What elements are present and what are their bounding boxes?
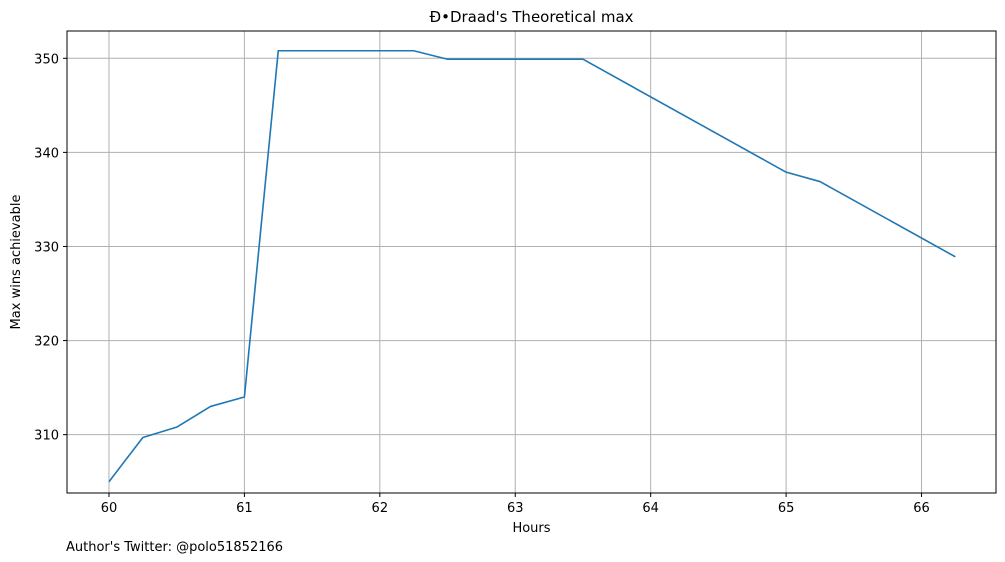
x-tick-label: 62: [372, 501, 389, 516]
x-tick-label: 65: [778, 501, 795, 516]
x-axis-label: Hours: [512, 521, 550, 536]
series-layer: [108, 49, 956, 483]
y-tick-label: 340: [34, 146, 59, 161]
y-tick-label: 350: [34, 52, 59, 67]
plot-frame: [66, 30, 997, 494]
x-axis: 60 61 62 63 64 65 66: [101, 493, 930, 516]
chart-title: Đ•Draad's Theoretical max: [429, 8, 633, 26]
x-tick-label: 66: [913, 501, 930, 516]
series-line: [108, 49, 956, 483]
x-tick-label: 64: [642, 501, 659, 516]
x-tick-label: 60: [101, 501, 118, 516]
y-axis: 310 320 330 340 350: [34, 52, 67, 444]
y-tick-label: 320: [34, 335, 59, 350]
x-tick-label: 61: [236, 501, 253, 516]
y-tick-label: 330: [34, 240, 59, 255]
y-axis-label: Max wins achievable: [9, 195, 24, 330]
grid: [67, 31, 996, 493]
author-twitter-note: Author's Twitter: @polo51852166: [66, 540, 283, 555]
x-tick-label: 63: [507, 501, 524, 516]
y-tick-label: 310: [34, 429, 59, 444]
